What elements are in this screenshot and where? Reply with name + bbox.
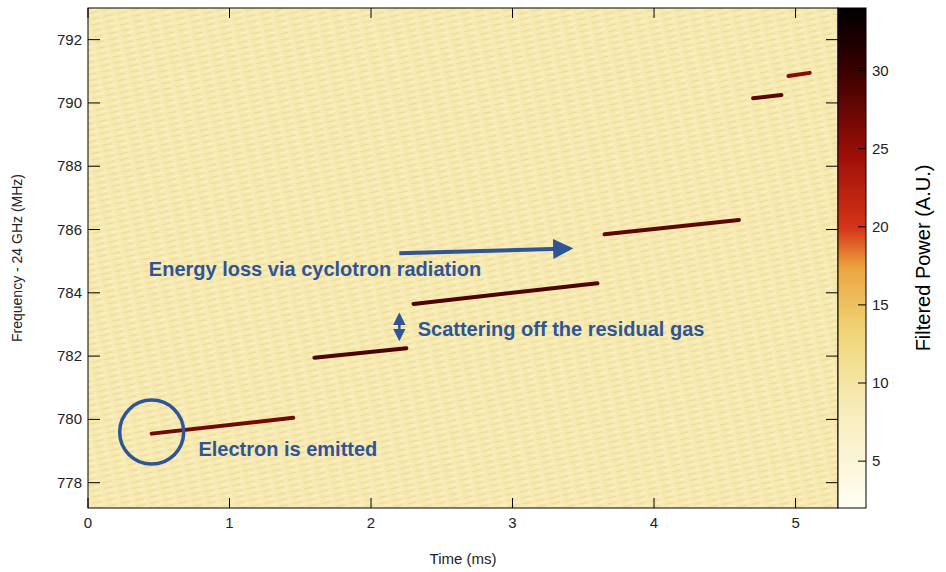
y-tick: [826, 39, 838, 40]
y-tick: [826, 356, 838, 357]
x-tick-label: 1: [225, 514, 233, 531]
x-tick-label: 0: [84, 514, 92, 531]
x-tick: [371, 498, 372, 508]
colorbar-tick-label: 10: [872, 374, 889, 391]
y-tick: [826, 482, 838, 483]
x-tick: [88, 8, 89, 18]
track: [605, 220, 739, 234]
y-tick: [88, 419, 100, 420]
annotation-text: Electron is emitted: [198, 438, 377, 460]
y-tick-label: 782: [57, 347, 82, 364]
x-tick: [795, 498, 796, 508]
colorbar: [838, 8, 866, 508]
x-axis-title: Time (ms): [430, 550, 497, 567]
annotation-text: Scattering off the residual gas: [418, 318, 705, 340]
x-tick: [88, 498, 89, 508]
colorbar-tick-label: 25: [872, 140, 889, 157]
y-tick-label: 786: [57, 221, 82, 238]
y-tick-label: 790: [57, 94, 82, 111]
annotation-text: Energy loss via cyclotron radiation: [149, 258, 481, 280]
annotation-arrow: [399, 249, 569, 254]
chart: 0 1 2 3 4 5 778 780 782 784 786 788 790 792 Time (ms) F…: [0, 0, 946, 572]
x-tick: [229, 8, 230, 18]
colorbar-tick: [858, 70, 866, 71]
x-tick: [654, 498, 655, 508]
y-tick-label: 784: [57, 284, 82, 301]
y-tick-label: 792: [57, 31, 82, 48]
colorbar-tick-label: 15: [872, 296, 889, 313]
track: [152, 418, 294, 434]
plot-frame: [88, 8, 838, 508]
x-tick: [371, 8, 372, 18]
y-tick-label: 778: [57, 474, 82, 491]
colorbar-title: Filtered Power (A.U.): [912, 165, 934, 352]
colorbar-tick: [858, 148, 866, 149]
y-tick: [826, 166, 838, 167]
colorbar-tick: [858, 226, 866, 227]
y-tick: [826, 102, 838, 103]
y-tick: [88, 292, 100, 293]
tracks: [152, 73, 810, 434]
colorbar-tick-label: 5: [872, 452, 880, 469]
y-tick-label: 780: [57, 410, 82, 427]
colorbar-tick-label: 20: [872, 218, 889, 235]
y-axis-title: Frequency - 24 GHz (MHz): [9, 174, 25, 342]
y-tick: [88, 356, 100, 357]
x-tick: [512, 498, 513, 508]
x-tick-label: 2: [367, 514, 375, 531]
y-tick: [826, 419, 838, 420]
track: [413, 283, 597, 304]
y-tick: [826, 292, 838, 293]
x-tick-label: 5: [791, 514, 799, 531]
track: [788, 73, 809, 76]
annotation-double-arrow: [398, 315, 401, 339]
y-tick: [88, 39, 100, 40]
x-tick: [654, 8, 655, 18]
y-tick: [826, 229, 838, 230]
x-tick: [512, 8, 513, 18]
track: [753, 95, 781, 98]
track: [314, 348, 406, 357]
annotations: Electron is emitted Energy loss via cyclo…: [120, 249, 705, 465]
colorbar-tick: [858, 304, 866, 305]
x-tick: [229, 498, 230, 508]
colorbar-tick: [858, 383, 866, 384]
y-tick: [88, 482, 100, 483]
x-tick-label: 4: [650, 514, 658, 531]
annotation-circle: [120, 400, 184, 464]
y-tick-label: 788: [57, 157, 82, 174]
colorbar-tick: [858, 461, 866, 462]
colorbar-tick-label: 30: [872, 62, 889, 79]
x-tick-label: 3: [508, 514, 516, 531]
x-tick: [795, 8, 796, 18]
y-tick: [88, 229, 100, 230]
y-tick: [88, 166, 100, 167]
noise-texture: [88, 8, 838, 508]
y-tick: [88, 102, 100, 103]
background-power: [88, 8, 838, 508]
